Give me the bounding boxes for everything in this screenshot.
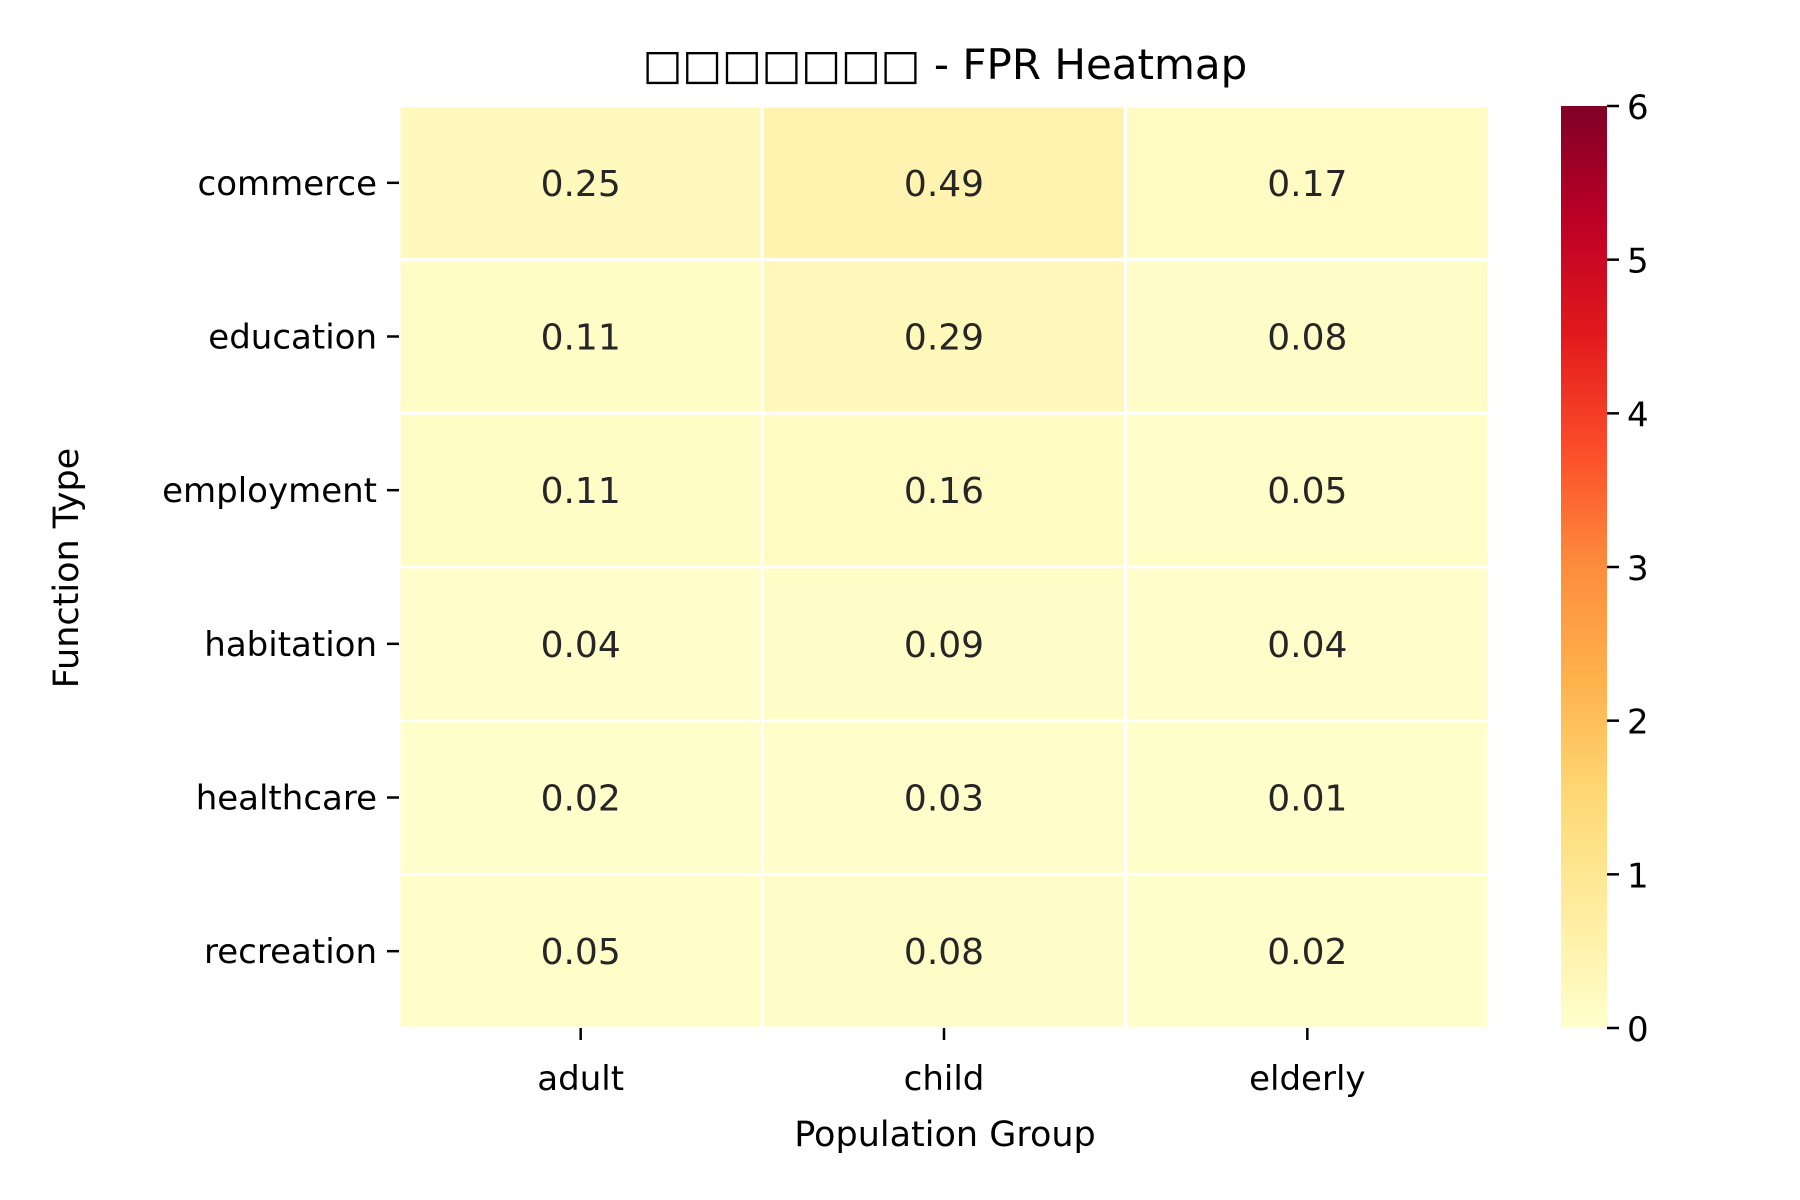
y-tick-label: habitation: [204, 625, 377, 665]
colorbar-tick-label: 6: [1627, 88, 1649, 128]
cell-value-label: 0.16: [904, 471, 984, 512]
x-tick-label: adult: [537, 1059, 624, 1099]
cell-value-label: 0.02: [541, 779, 621, 820]
chart-title: □□□□□□□ - FPR Heatmap: [643, 40, 1248, 89]
y-axis-title: Function Type: [47, 448, 87, 688]
cell-value-label: 0.11: [541, 318, 621, 359]
heatmap-cell: [397, 104, 764, 262]
y-tick-label: employment: [162, 471, 377, 511]
cell-value-label: 0.01: [1267, 779, 1347, 820]
y-tick-label: education: [208, 318, 377, 358]
heatmap-cell: [760, 872, 1128, 1030]
x-axis-title: Population Group: [794, 1115, 1096, 1155]
heatmap-cell-labels: 0.25 0.49 0.17 0.11 0.29 0.08 0.11 0.16 0.05 0.04…: [541, 164, 1348, 973]
cell-value-label: 0.04: [541, 625, 621, 666]
cell-value-label: 0.05: [541, 932, 621, 973]
heatmap-cell: [1124, 258, 1491, 415]
cell-value-label: 0.03: [904, 779, 984, 820]
cell-value-label: 0.08: [904, 932, 984, 973]
heatmap-cell: [1124, 872, 1491, 1030]
cell-value-label: 0.49: [904, 164, 984, 205]
heatmap-cell: [1124, 565, 1491, 723]
cell-value-label: 0.17: [1267, 164, 1347, 205]
x-tick-label: elderly: [1249, 1059, 1365, 1099]
cell-value-label: 0.25: [541, 164, 621, 205]
colorbar-ticks: 0 1 2 3 4 5 6: [1607, 88, 1649, 1050]
y-tick-label: recreation: [204, 932, 377, 972]
cell-value-label: 0.09: [904, 625, 984, 666]
colorbar-tick-label: 2: [1627, 703, 1649, 743]
x-tick-label: child: [904, 1059, 985, 1099]
y-tick-label: commerce: [198, 164, 378, 204]
heatmap-cell: [760, 104, 1128, 262]
heatmap-cell: [760, 719, 1128, 876]
cell-value-label: 0.29: [904, 318, 984, 359]
y-tick-label: healthcare: [196, 779, 377, 819]
heatmap-cell: [1124, 719, 1491, 876]
colorbar: [1561, 106, 1607, 1028]
cell-value-label: 0.05: [1267, 471, 1347, 512]
x-axis: adult child elderly: [537, 1028, 1366, 1099]
colorbar-tick-label: 4: [1627, 395, 1649, 435]
cell-value-label: 0.04: [1267, 625, 1347, 666]
colorbar-tick-label: 0: [1627, 1010, 1649, 1050]
y-axis: commerce education employment habitation hea…: [162, 164, 399, 972]
heatmap-cell: [397, 258, 764, 415]
cell-value-label: 0.02: [1267, 932, 1347, 973]
cell-value-label: 0.11: [541, 471, 621, 512]
colorbar-tick-label: 3: [1627, 549, 1649, 589]
colorbar-tick-label: 1: [1627, 856, 1649, 896]
heatmap-cell: [397, 565, 764, 723]
cell-value-label: 0.08: [1267, 318, 1347, 359]
heatmap-cells: [397, 104, 1491, 1030]
heatmap-cell: [760, 411, 1128, 569]
heatmap-cell: [1124, 104, 1491, 262]
colorbar-tick-label: 5: [1627, 242, 1649, 282]
